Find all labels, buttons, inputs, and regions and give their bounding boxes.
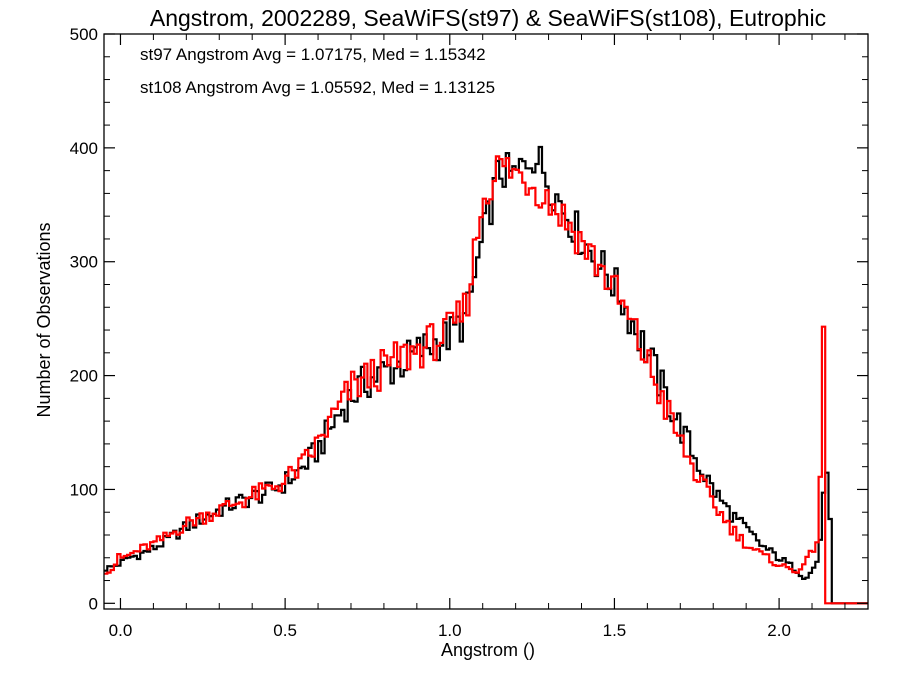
series-st108-histogram (104, 155, 868, 605)
series-st97-histogram (104, 145, 868, 605)
plot-frame (103, 33, 869, 610)
axes-layer: 0.0 0.5 1.0 1.5 2.0 0 100 200 300 400 500 (70, 25, 869, 640)
y-axis-label: Number of Observations (34, 222, 54, 417)
x-tick-label: 2.0 (767, 621, 791, 640)
legend-annotations: st97 Angstrom Avg = 1.07175, Med = 1.153… (140, 45, 495, 97)
y-tick-label: 500 (70, 25, 98, 44)
x-tick-label: 1.0 (438, 621, 462, 640)
x-tick-label: 1.5 (603, 621, 627, 640)
series-layer (104, 145, 868, 605)
x-tick-label: 0.0 (109, 621, 133, 640)
x-tick-label: 0.5 (273, 621, 297, 640)
chart-title: Angstrom, 2002289, SeaWiFS(st97) & SeaWi… (150, 5, 826, 31)
y-tick-label: 300 (70, 253, 98, 272)
y-tick-label: 200 (70, 367, 98, 386)
y-tick-label: 100 (70, 480, 98, 499)
x-axis-label: Angstrom () (441, 640, 535, 660)
y-tick-label: 400 (70, 139, 98, 158)
y-tick-label: 0 (89, 594, 98, 613)
st108-stats-annotation: st108 Angstrom Avg = 1.05592, Med = 1.13… (140, 78, 495, 97)
st97-stats-annotation: st97 Angstrom Avg = 1.07175, Med = 1.153… (140, 45, 486, 64)
